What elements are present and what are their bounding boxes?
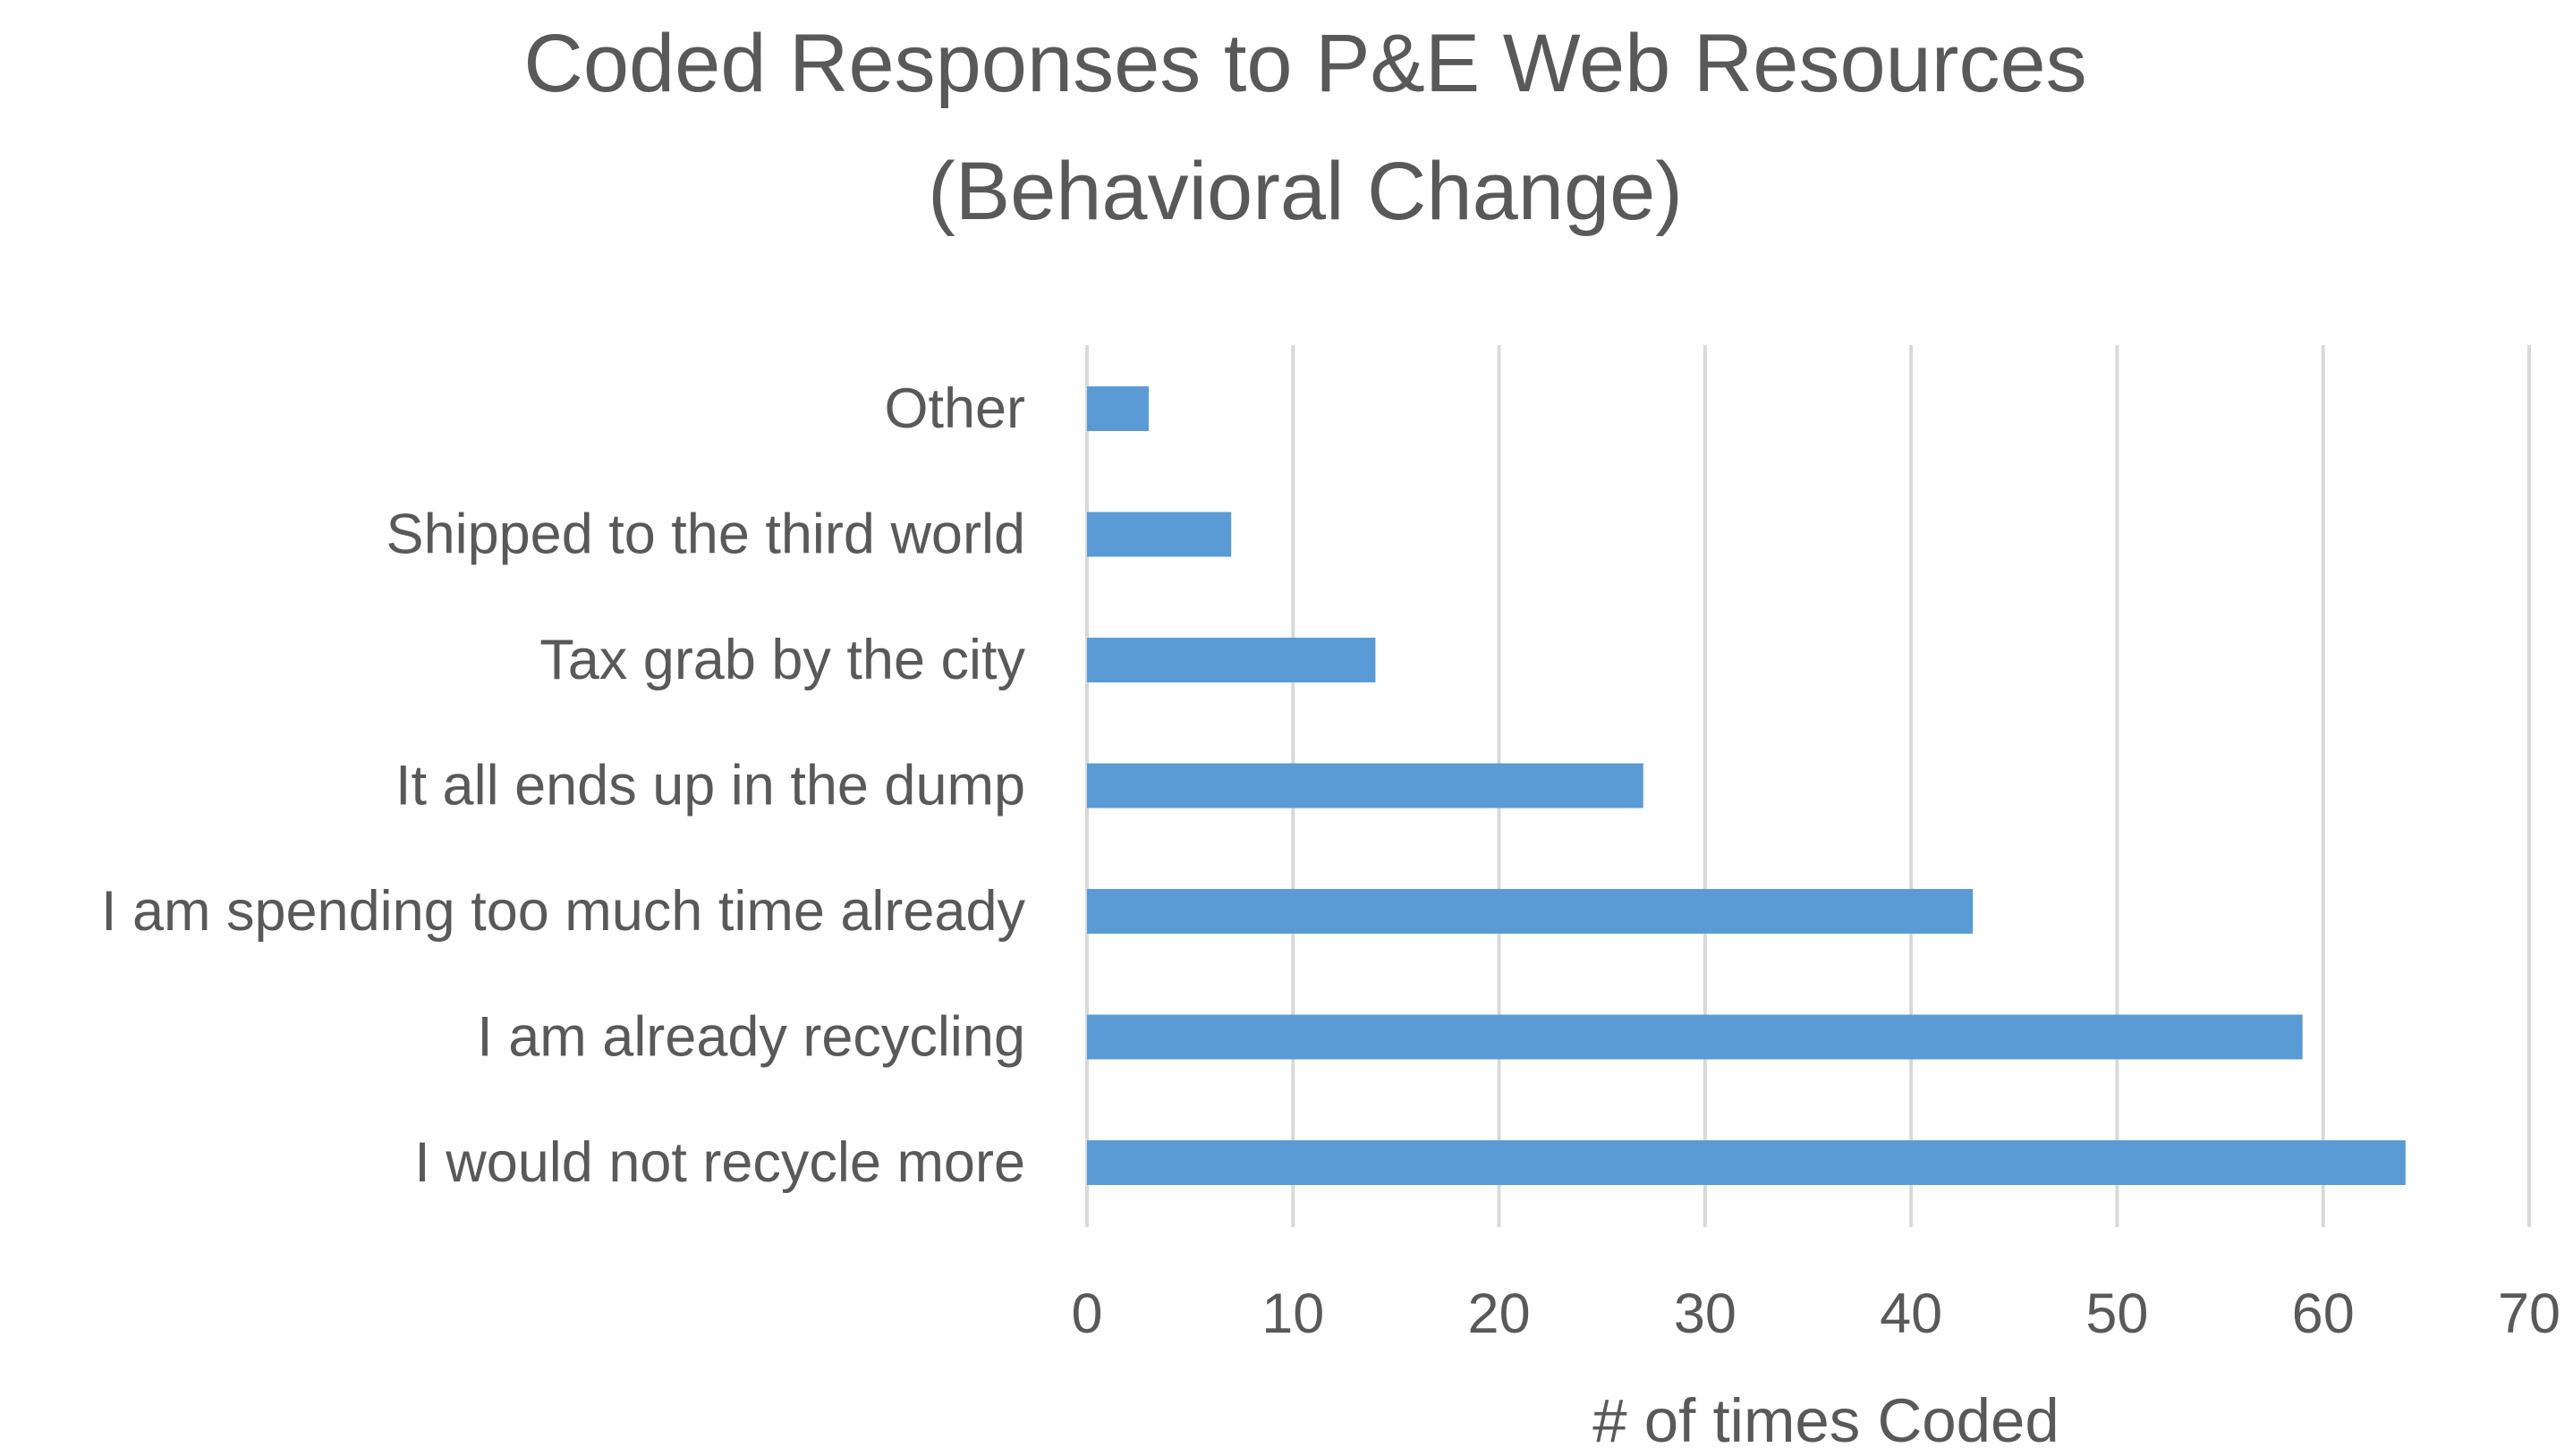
bar-i-would-not-recycle-more <box>1087 1140 2406 1185</box>
x-tick-label-60: 60 <box>2292 1282 2355 1345</box>
bar-shipped-to-the-third-world <box>1087 512 1232 557</box>
category-label: Tax grab by the city <box>539 629 1025 691</box>
bars <box>1087 386 2406 1185</box>
bar-it-all-ends-up-in-the-dump <box>1087 763 1643 808</box>
bar-i-am-spending-too-much-time-already <box>1087 889 1974 934</box>
x-tick-label-10: 10 <box>1261 1282 1324 1345</box>
category-label: It all ends up in the dump <box>395 755 1025 817</box>
chart-title-line-2: (Behavioral Change) <box>928 146 1683 237</box>
x-tick-label-50: 50 <box>2085 1282 2148 1345</box>
category-label: I would not recycle more <box>414 1131 1025 1194</box>
x-tick-labels: 0 10 20 30 40 50 60 70 <box>1071 1282 2560 1345</box>
x-tick-label-20: 20 <box>1468 1282 1531 1345</box>
bar-other <box>1087 386 1150 431</box>
category-label: Shipped to the third world <box>386 504 1025 566</box>
x-tick-label-0: 0 <box>1071 1282 1102 1345</box>
x-tick-label-30: 30 <box>1674 1282 1737 1345</box>
category-labels: Other Shipped to the third world Tax grab … <box>101 377 1026 1194</box>
x-axis-title: # of times Coded <box>1592 1386 2059 1455</box>
bar-tax-grab-by-the-city <box>1087 638 1376 682</box>
bar-i-am-already-recycling <box>1087 1014 2303 1060</box>
category-label: I am spending too much time already <box>101 880 1026 943</box>
category-label: I am already recycling <box>477 1006 1025 1069</box>
x-tick-label-40: 40 <box>1880 1282 1942 1345</box>
chart-title-line-1: Coded Responses to P&E Web Resources <box>523 18 2086 109</box>
x-tick-label-70: 70 <box>2498 1282 2560 1345</box>
category-label: Other <box>884 377 1025 440</box>
